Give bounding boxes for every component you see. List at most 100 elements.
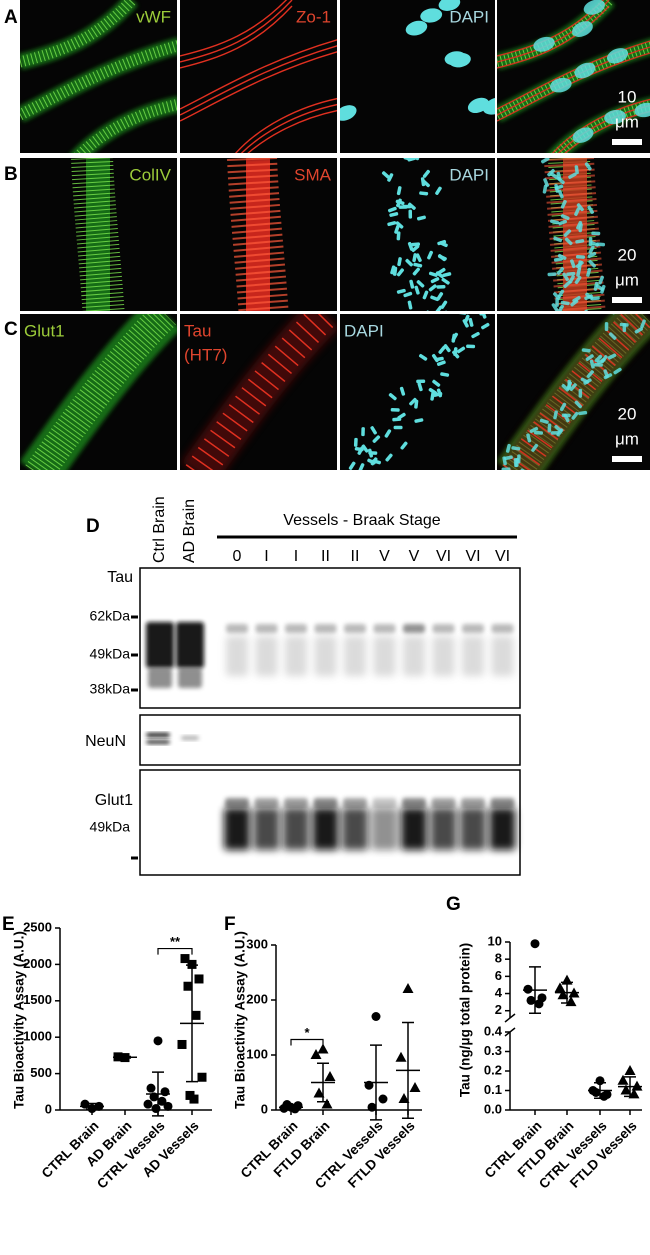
blot-membrane xyxy=(139,714,521,766)
panel-label: C xyxy=(4,319,18,340)
y-tick-label: 0 xyxy=(261,1101,268,1116)
blot-band xyxy=(373,636,396,676)
nucleus xyxy=(412,267,420,276)
nucleus xyxy=(588,259,596,268)
vessel-speckle xyxy=(20,0,137,68)
micrograph xyxy=(340,314,495,470)
data-point xyxy=(321,1098,333,1109)
nucleus xyxy=(584,162,592,171)
lane-label: II xyxy=(351,548,360,565)
blot-band xyxy=(344,636,366,676)
nucleus xyxy=(438,0,461,11)
data-point xyxy=(143,1099,153,1109)
nucleus xyxy=(585,354,594,361)
blot-band xyxy=(148,668,172,688)
y-tick-label: 4 xyxy=(495,985,503,1000)
data-point xyxy=(197,1072,207,1082)
nucleus xyxy=(442,272,452,278)
blot-band xyxy=(462,624,484,633)
y-tick-label: 2 xyxy=(495,1002,502,1017)
nucleus xyxy=(415,253,422,263)
nucleus xyxy=(468,317,474,327)
nucleus xyxy=(387,206,397,213)
nucleus xyxy=(554,183,560,193)
lane-label: V xyxy=(409,548,420,565)
nucleus xyxy=(471,331,480,339)
y-axis-title: Tau Bioactivity Assay (A.U.) xyxy=(233,931,248,1109)
data-point xyxy=(371,1012,381,1021)
nucleus xyxy=(430,277,440,284)
nucleus xyxy=(397,257,402,267)
blot-band xyxy=(285,636,307,676)
nucleus xyxy=(581,348,591,353)
blot-band xyxy=(489,808,516,850)
y-tick-label: 0.1 xyxy=(484,1082,502,1097)
blot-band xyxy=(430,808,457,850)
y-tick-label: 2000 xyxy=(23,956,52,971)
nucleus xyxy=(556,267,565,275)
nucleus xyxy=(600,284,606,294)
scale-bar-label: 20 xyxy=(618,245,637,264)
nucleus xyxy=(574,207,581,216)
nucleus xyxy=(372,435,381,443)
nucleus xyxy=(606,48,629,64)
significance-label: ** xyxy=(170,934,181,949)
nucleus xyxy=(408,209,413,219)
tau-dots xyxy=(185,314,336,470)
nucleus xyxy=(405,258,413,267)
data-point xyxy=(191,1010,201,1020)
data-point xyxy=(530,939,540,949)
nucleus xyxy=(413,262,423,268)
nucleus xyxy=(441,277,450,285)
nucleus xyxy=(564,237,573,246)
y-axis-title: Tau Bioactivity Assay (A.U.) xyxy=(12,931,27,1109)
nucleus xyxy=(416,215,426,221)
junction-line xyxy=(497,40,650,110)
nucleus xyxy=(566,271,576,277)
nucleus xyxy=(451,332,459,342)
nucleus xyxy=(387,173,394,182)
blot-band xyxy=(253,808,280,850)
nucleus xyxy=(560,199,567,209)
nucleus xyxy=(340,105,357,121)
data-point xyxy=(180,954,190,964)
blot-band xyxy=(432,636,455,676)
nucleus xyxy=(415,158,421,161)
micrograph xyxy=(20,158,177,311)
nucleus xyxy=(452,350,460,359)
data-point xyxy=(151,1104,161,1114)
nucleus xyxy=(396,198,402,208)
nucleus xyxy=(393,425,403,430)
blot-label: Tau xyxy=(107,569,133,586)
nucleus xyxy=(422,169,430,178)
nucleus xyxy=(560,300,570,306)
nucleus xyxy=(550,77,572,93)
significance-label: * xyxy=(304,1025,310,1040)
nucleus xyxy=(559,402,567,412)
channel-label: DAPI xyxy=(449,7,489,26)
nucleus xyxy=(588,245,595,254)
nucleus xyxy=(443,344,451,353)
nucleus xyxy=(534,430,544,435)
nucleus xyxy=(608,332,617,340)
data-point xyxy=(631,1080,643,1091)
nucleus xyxy=(596,242,606,247)
nucleus xyxy=(622,323,627,333)
y-tick-label: 2500 xyxy=(23,919,52,934)
nucleus xyxy=(607,353,617,360)
data-point xyxy=(523,984,533,994)
nucleus xyxy=(585,292,594,300)
scale-bar xyxy=(612,297,642,303)
nucleus xyxy=(593,281,599,291)
nucleus xyxy=(553,257,563,262)
blot-label: NeuN xyxy=(85,733,126,750)
nucleus xyxy=(353,437,358,447)
nucleus xyxy=(574,62,596,79)
nucleus xyxy=(384,429,392,438)
y-tick-label: 0.3 xyxy=(484,1043,502,1058)
sample-label: Ctrl Brain xyxy=(151,496,168,563)
nucleus xyxy=(370,457,378,466)
junction-line xyxy=(180,51,337,122)
lane-label: I xyxy=(264,548,268,565)
